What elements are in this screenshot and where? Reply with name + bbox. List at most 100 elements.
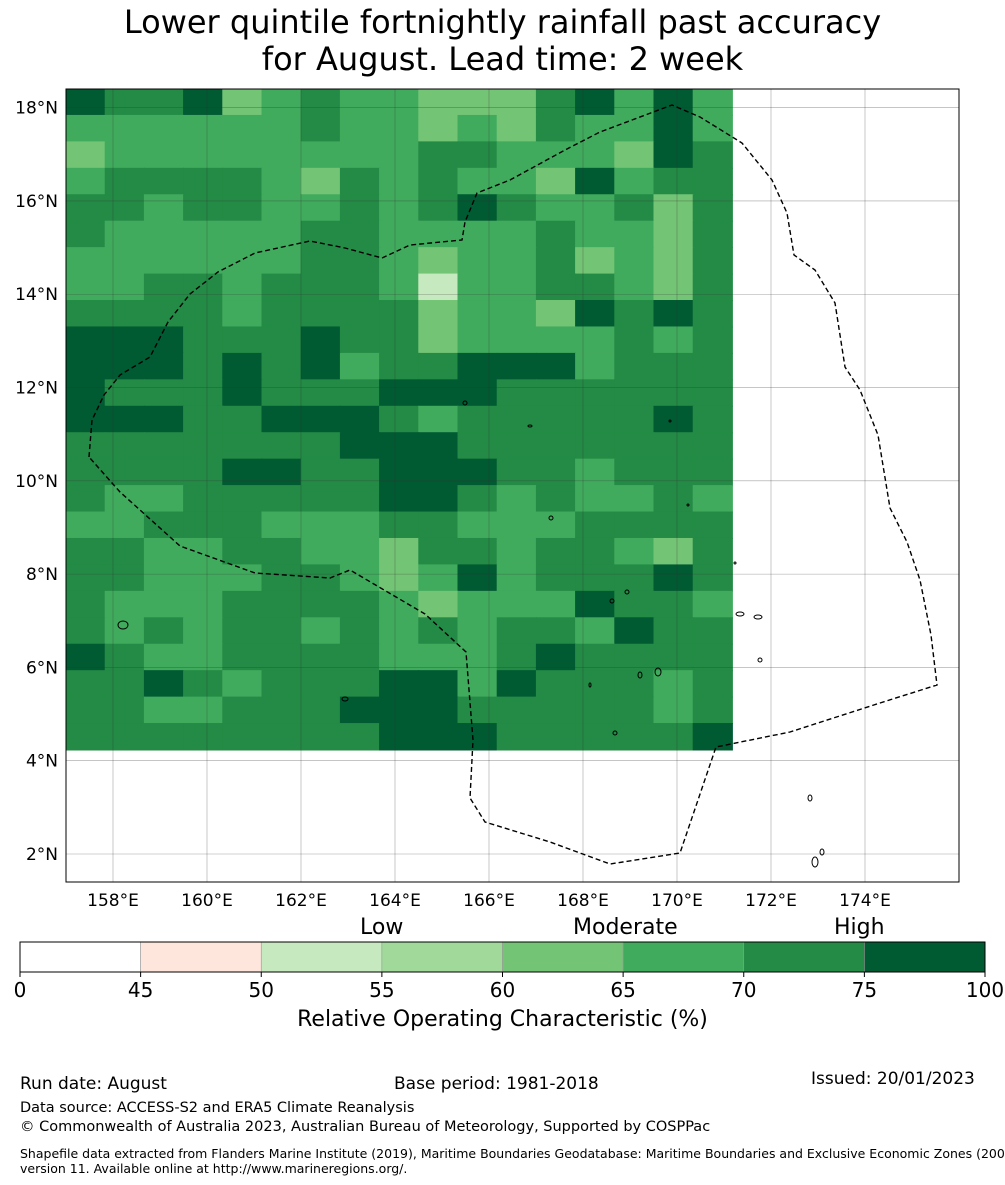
grid-cell [65, 300, 106, 328]
grid-cell [339, 220, 381, 249]
grid-cell [261, 564, 302, 592]
latitude-tick-label: 14°N [15, 285, 58, 305]
grid-cell [300, 564, 341, 592]
grid-cell [457, 643, 498, 672]
grid-cell [104, 220, 145, 249]
grid-cell [65, 511, 106, 539]
grid-cell [457, 88, 498, 116]
grid-cell [222, 220, 263, 249]
grid-cell [418, 723, 459, 751]
longitude-tick-label: 168°E [557, 891, 609, 911]
grid-cell [183, 114, 224, 143]
grid-cell [143, 458, 185, 487]
grid-cell [457, 511, 498, 539]
grid-cell [339, 141, 381, 169]
grid-cell [692, 352, 733, 381]
grid-cell [183, 352, 224, 381]
grid-cell [535, 352, 577, 381]
grid-cell [496, 537, 537, 566]
latitude-tick-label: 2°N [26, 845, 58, 865]
grid-cell [339, 405, 381, 434]
grid-cell [379, 247, 420, 275]
grid-cell [339, 432, 381, 460]
grid-cell [575, 326, 616, 354]
grid-cell [496, 141, 537, 169]
grid-cell [222, 590, 263, 619]
grid-cell [614, 432, 655, 460]
grid-cell [496, 590, 537, 619]
grid-cell [614, 617, 655, 645]
grid-cell [222, 537, 263, 566]
grid-cell [692, 617, 733, 645]
grid-cell [692, 432, 733, 460]
grid-cell [261, 273, 302, 302]
grid-cell [143, 379, 185, 407]
grid-cell [300, 220, 341, 249]
grid-cell [496, 352, 537, 381]
grid-cell [65, 88, 106, 116]
grid-cell [104, 590, 145, 619]
grid-cell [183, 326, 224, 354]
grid-cell [104, 696, 145, 725]
grid-cell [65, 696, 106, 725]
grid-cell [535, 167, 577, 196]
grid-cell [183, 432, 224, 460]
legend-label-moderate: Moderate [573, 915, 678, 940]
grid-cell [614, 405, 655, 434]
grid-cell [535, 485, 577, 513]
grid-cell [104, 352, 145, 381]
colorbar-label: Relative Operating Characteristic (%) [297, 1007, 708, 1032]
grid-cell [496, 485, 537, 513]
grid-cell [653, 537, 694, 566]
shapefile-credit-line-1: Shapefile data extracted from Flanders M… [20, 1146, 1005, 1161]
island-outline [686, 503, 690, 507]
grid-cell [222, 326, 263, 354]
grid-cell [183, 696, 224, 725]
map-frame [65, 88, 960, 883]
longitude-tick-label: 172°E [745, 891, 797, 911]
grid-cell [261, 326, 302, 354]
grid-cell [300, 405, 341, 434]
grid-cell [692, 220, 733, 249]
grid-cell [261, 220, 302, 249]
grid-cell [575, 564, 616, 592]
grid-cell [300, 723, 341, 751]
grid-cell [457, 458, 498, 487]
grid-cell [222, 485, 263, 513]
grid-cell [261, 167, 302, 196]
island-outline [757, 657, 763, 663]
grid-cell [104, 167, 145, 196]
island-outline [668, 419, 672, 423]
grid-cell [575, 537, 616, 566]
grid-cell [496, 432, 537, 460]
grid-cell [261, 537, 302, 566]
grid-cell [379, 405, 420, 434]
grid-cell [575, 405, 616, 434]
grid-cell [222, 696, 263, 725]
colorbar-segment [381, 941, 503, 973]
grid-cell [222, 511, 263, 539]
grid-cell [575, 300, 616, 328]
grid-cell [183, 379, 224, 407]
grid-cell [653, 300, 694, 328]
grid-cell [418, 511, 459, 539]
grid-cell [535, 590, 577, 619]
island-outline [341, 696, 349, 702]
latitude-tick-label: 18°N [15, 99, 58, 119]
grid-cell [575, 273, 616, 302]
grid-cell [339, 723, 381, 751]
grid-cell [143, 220, 185, 249]
grid-cell [496, 405, 537, 434]
grid-cell [300, 458, 341, 487]
grid-cell [535, 670, 577, 698]
grid-cell [65, 326, 106, 354]
grid-cell [535, 300, 577, 328]
grid-cell [261, 723, 302, 751]
data-source: Data source: ACCESS-S2 and ERA5 Climate … [20, 1100, 415, 1116]
grid-cell [653, 723, 694, 751]
grid-cell [457, 432, 498, 460]
grid-cell [457, 537, 498, 566]
grid-cell [496, 194, 537, 222]
grid-cell [261, 194, 302, 222]
grid-cell [261, 670, 302, 698]
